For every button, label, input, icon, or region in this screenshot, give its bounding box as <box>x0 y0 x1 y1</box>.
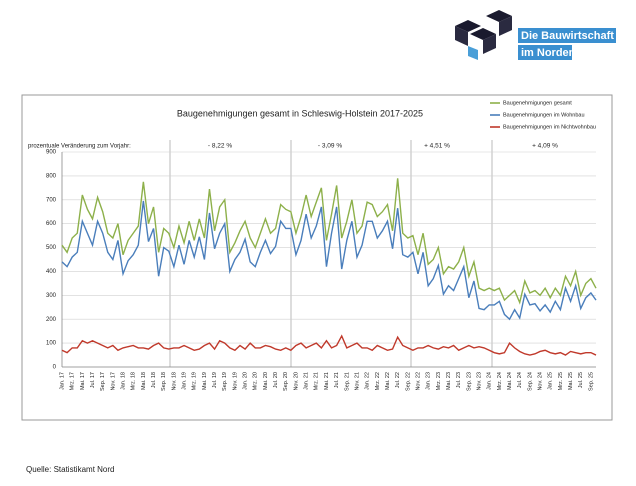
x-tick-label: Sep. 18 <box>161 372 167 391</box>
logo: Die Bauwirtschaft im Norden <box>455 10 616 60</box>
x-tick-label: Jul. 21 <box>334 372 340 388</box>
x-tick-label: Sep. 24 <box>527 372 533 391</box>
logo-cube <box>455 26 468 46</box>
x-tick-label: Nov. 24 <box>538 372 544 391</box>
x-tick-label: Jan. 22 <box>365 372 371 390</box>
legend-label: Baugenehmigungen im Wohnbau <box>503 112 585 118</box>
x-tick-label: Mrz. 19 <box>192 372 198 390</box>
y-tick-label: 100 <box>46 341 57 347</box>
x-tick-label: Nov. 22 <box>415 372 421 391</box>
x-tick-label: Sep. 21 <box>344 372 350 391</box>
annotation: + 4,51 % <box>424 143 450 150</box>
x-tick-label: Jul. 18 <box>151 372 157 388</box>
x-tick-label: Jan. 19 <box>182 372 188 390</box>
x-tick-label: Mrz. 25 <box>558 372 564 390</box>
chart-title: Baugenehmigungen gesamt in Schleswig-Hol… <box>177 108 423 118</box>
x-tick-label: Mrz. 18 <box>131 372 137 390</box>
y-tick-label: 0 <box>53 365 57 371</box>
x-tick-label: Jan. 23 <box>426 372 432 390</box>
x-tick-label: Mai. 19 <box>202 372 208 390</box>
logo-text: Die Bauwirtschaft <box>521 30 614 42</box>
x-tick-label: Jan. 24 <box>487 372 493 390</box>
x-tick-label: Nov. 17 <box>110 372 116 391</box>
x-tick-label: Jan. 21 <box>304 372 310 390</box>
x-tick-label: Nov. 20 <box>293 372 299 391</box>
x-tick-label: Jul. 17 <box>90 372 96 388</box>
x-tick-label: Sep. 25 <box>588 372 594 391</box>
source: Quelle: Statistikamt Nord <box>26 465 114 474</box>
y-tick-label: 600 <box>46 221 57 227</box>
series-line <box>61 178 597 305</box>
x-tick-label: Mai. 23 <box>446 372 452 390</box>
x-tick-label: Sep. 19 <box>222 372 228 391</box>
x-tick-label: Nov. 23 <box>476 372 482 391</box>
y-tick-label: 900 <box>46 150 57 156</box>
dividers <box>169 140 493 367</box>
x-tick-label: Mai. 17 <box>80 372 86 390</box>
x-tick-label: Sep. 20 <box>283 372 289 391</box>
chart-frame <box>21 94 613 421</box>
y-tick-label: 700 <box>46 197 57 203</box>
logo-box <box>518 28 616 43</box>
x-tick-label: Mrz. 17 <box>70 372 76 390</box>
x-tick-label: Jul. 24 <box>517 372 523 388</box>
annotation: prozentuale Veränderung zum Vorjahr: <box>28 144 131 150</box>
x-tick-label: Sep. 22 <box>405 372 411 391</box>
x-tick-label: Mai. 21 <box>324 372 330 390</box>
series-line <box>61 334 597 356</box>
annotation: - 3,09 % <box>318 143 342 150</box>
x-tick-label: Nov. 19 <box>232 372 238 391</box>
series-line <box>61 200 597 321</box>
x-tick-label: Jan. 18 <box>120 372 126 390</box>
x-tick-label: Nov. 18 <box>171 372 177 391</box>
y-tick-label: 500 <box>46 245 57 251</box>
logo-text: im Norden <box>521 47 576 59</box>
annotation: - 8,22 % <box>208 143 232 150</box>
x-tick-label: Sep. 17 <box>100 372 106 391</box>
x-tick-label: Jan. 20 <box>243 372 249 390</box>
y-tick-label: 800 <box>46 173 57 179</box>
y-tick-label: 400 <box>46 269 57 275</box>
x-tick-label: Mai. 20 <box>263 372 269 390</box>
x-tick-label: Mai. 18 <box>141 372 147 390</box>
x-tick-label: Nov. 21 <box>354 372 360 391</box>
legend-label: Baugenehmigungen im Nichtwohnbau <box>503 124 596 130</box>
x-tick-label: Jan. 25 <box>548 372 554 390</box>
annotation: + 4,09 % <box>532 143 558 150</box>
x-tick-label: Mrz. 23 <box>436 372 442 390</box>
x-tick-label: Jan. 17 <box>59 372 65 390</box>
x-tick-label: Jul. 25 <box>578 372 584 388</box>
logo-cube <box>483 34 496 54</box>
y-tick-label: 300 <box>46 293 57 299</box>
x-tick-label: Mrz. 20 <box>253 372 259 390</box>
x-tick-label: Mrz. 21 <box>314 372 320 390</box>
x-tick-label: Jul. 20 <box>273 372 279 388</box>
x-tick-label: Mrz. 22 <box>375 372 381 390</box>
x-tick-label: Mai. 22 <box>385 372 391 390</box>
logo-box <box>518 45 572 60</box>
x-tick-label: Mai. 24 <box>507 372 513 390</box>
x-tick-label: Jul. 19 <box>212 372 218 388</box>
x-tick-label: Jul. 22 <box>395 372 401 388</box>
x-tick-label: Mrz. 24 <box>497 372 503 390</box>
x-tick-label: Jul. 23 <box>456 372 462 388</box>
x-tick-label: Mai. 25 <box>568 372 574 390</box>
logo-cube <box>499 16 512 36</box>
legend-label: Baugenehmigungen gesamt <box>503 100 572 106</box>
x-tick-label: Sep. 23 <box>466 372 472 391</box>
y-tick-label: 200 <box>46 317 57 323</box>
logo-cube <box>468 46 478 60</box>
